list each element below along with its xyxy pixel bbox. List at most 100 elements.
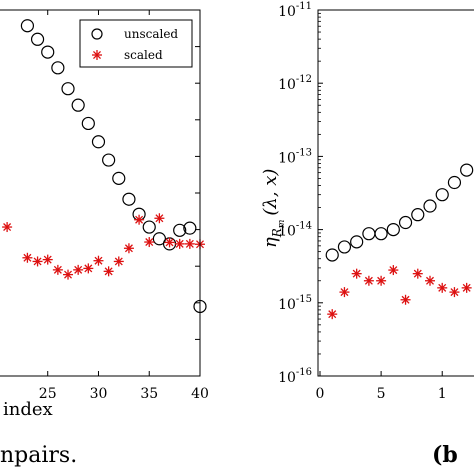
- scaled-point-stroke: [33, 257, 42, 266]
- y-tick-exponent: -12: [296, 74, 312, 85]
- scaled-point-stroke: [155, 214, 164, 223]
- panel-b-ylabel: ηRm (λ, x): [260, 169, 287, 248]
- scaled-point: [164, 237, 175, 248]
- x-tick-label: 1: [438, 386, 447, 402]
- ylabel-args: (λ, x): [260, 169, 281, 216]
- x-tick-label: 5: [377, 386, 386, 402]
- unscaled-point: [398, 215, 413, 230]
- panel-b-marks: [325, 163, 474, 320]
- scaled-point: [351, 268, 362, 279]
- legend: unscaled scaled: [79, 19, 193, 68]
- scaled-point-stroke: [64, 270, 73, 279]
- legend-asterisk-icon: [92, 50, 102, 60]
- scaled-point-stroke: [114, 257, 123, 266]
- scaled-point-stroke: [462, 283, 471, 292]
- panel-a-xlabel: index: [3, 399, 53, 420]
- legend-asterisk-glyph-stroke: [93, 51, 101, 59]
- scaled-point: [63, 269, 74, 280]
- unscaled-point: [362, 227, 376, 241]
- scaled-point-stroke: [165, 238, 174, 247]
- legend-label-unscaled: unscaled: [124, 27, 178, 41]
- y-tick-base: 10: [278, 370, 296, 386]
- scaled-point: [154, 213, 165, 224]
- scaled-point: [52, 264, 63, 275]
- legend-box: [79, 19, 193, 68]
- legend-circle-icon: [91, 28, 103, 40]
- scaled-point: [32, 256, 43, 267]
- unscaled-point: [122, 192, 136, 206]
- panel-b-xticks: 0 5 1: [316, 371, 447, 402]
- scaled-point-stroke: [94, 256, 103, 265]
- scaled-point-stroke: [389, 266, 398, 275]
- unscaled-point: [30, 32, 45, 46]
- unscaled-point: [423, 199, 437, 213]
- scaled-point-stroke: [53, 265, 62, 274]
- unscaled-point: [51, 61, 65, 75]
- y-tick-label: 10-16: [278, 367, 312, 386]
- unscaled-point: [325, 248, 339, 262]
- caption-fragment: npairs.: [0, 443, 77, 468]
- unscaled-point: [374, 227, 388, 241]
- scaled-point: [412, 268, 423, 279]
- panel-a-marks: [2, 19, 207, 314]
- scaled-point: [363, 275, 374, 286]
- ylabel-eta: η: [260, 237, 281, 248]
- scaled-point-stroke: [84, 264, 93, 273]
- unscaled-point: [411, 208, 425, 222]
- unscaled-point: [386, 223, 400, 237]
- scaled-point: [2, 222, 13, 233]
- scaled-point: [73, 264, 84, 275]
- y-tick-label: 10-15: [278, 294, 312, 313]
- scaled-point: [376, 275, 387, 286]
- x-tick-label: 0: [316, 386, 325, 402]
- scaled-point-stroke: [401, 295, 410, 304]
- unscaled-point: [337, 240, 352, 254]
- scaled-point-stroke: [74, 265, 83, 274]
- y-tick-base: 10: [278, 4, 296, 20]
- unscaled-point: [20, 19, 35, 33]
- scaled-point: [83, 263, 94, 274]
- y-tick-exponent: -16: [296, 367, 312, 378]
- scaled-point: [123, 243, 134, 254]
- y-tick-exponent: -15: [296, 294, 312, 305]
- scaled-point-stroke: [328, 310, 337, 319]
- legend-asterisk-glyph: [92, 50, 102, 60]
- x-tick-label: 25: [39, 386, 57, 402]
- unscaled-point: [71, 98, 85, 112]
- unscaled-point: [91, 135, 106, 149]
- scaled-point-stroke: [124, 244, 133, 253]
- y-tick-label: 10-12: [278, 74, 312, 93]
- scaled-point-stroke: [145, 238, 154, 247]
- scaled-point-stroke: [185, 239, 194, 248]
- unscaled-point: [81, 116, 95, 131]
- scaled-point: [22, 252, 33, 263]
- ylabel-sub-r: R: [270, 228, 284, 238]
- unscaled-point: [142, 220, 156, 234]
- ylabel-sub-m: m: [277, 220, 287, 229]
- scaled-point: [425, 275, 435, 286]
- y-tick-base: 10: [278, 150, 296, 166]
- scaled-point-stroke: [43, 255, 52, 264]
- scaled-point: [93, 255, 104, 266]
- scaled-point-stroke: [340, 288, 349, 297]
- y-tick-exponent: -14: [296, 221, 312, 232]
- x-tick-label: 35: [140, 386, 158, 402]
- scaled-point-stroke: [364, 276, 373, 285]
- unscaled-point: [460, 163, 474, 177]
- unscaled-point: [61, 82, 75, 96]
- y-tick-base: 10: [278, 77, 296, 93]
- y-tick-base: 10: [278, 224, 296, 240]
- unscaled-point: [102, 153, 116, 167]
- panel-a-xticks: 25 30 35 40: [39, 10, 209, 402]
- y-tick-label: 10-13: [278, 147, 312, 166]
- unscaled-point: [173, 223, 187, 237]
- scaled-point: [400, 294, 411, 305]
- y-tick-base: 10: [278, 297, 296, 313]
- unscaled-point: [435, 188, 449, 202]
- panel-b-frame: [317, 9, 474, 377]
- scaled-point-stroke: [413, 269, 422, 278]
- scaled-point: [184, 238, 195, 249]
